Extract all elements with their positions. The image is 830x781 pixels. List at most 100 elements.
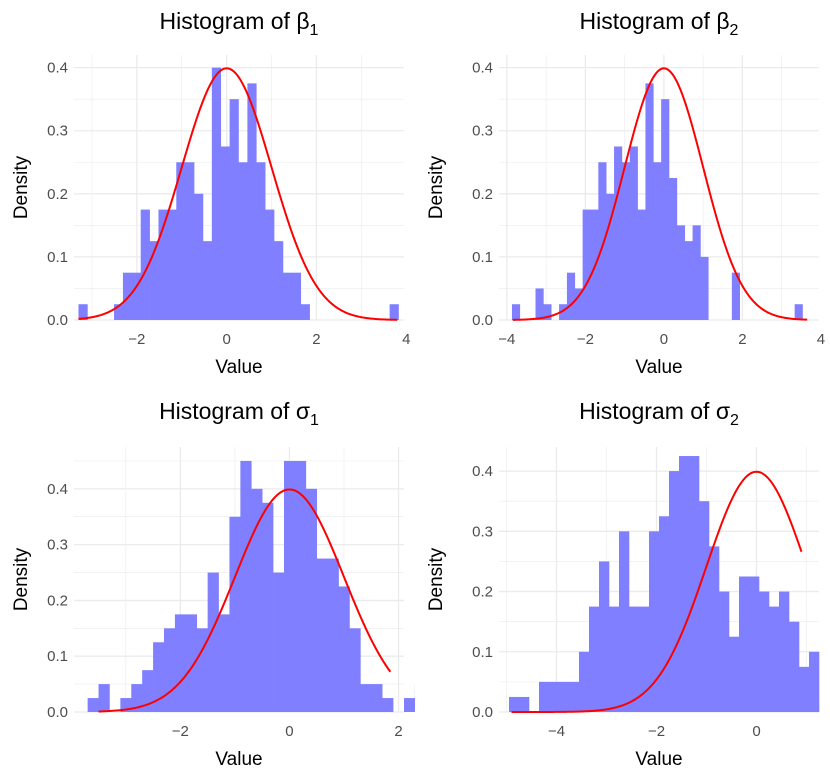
x-tick-label: 0: [285, 723, 293, 740]
x-tick-label: 0: [222, 331, 230, 348]
histogram-bar: [684, 241, 693, 320]
histogram-bar: [305, 488, 318, 712]
histogram-bar: [794, 304, 803, 320]
histogram-bar: [185, 614, 198, 712]
y-tick-label: 0.4: [472, 463, 493, 480]
x-tick-label: 2: [312, 331, 320, 348]
chart-title-text: Histogram of: [159, 398, 296, 424]
histogram-bar: [142, 670, 154, 712]
histogram-bar: [606, 193, 615, 320]
histogram-bar: [140, 209, 150, 320]
histogram-bar: [207, 572, 219, 712]
histogram-bar: [789, 621, 800, 712]
histogram-bar: [262, 502, 274, 712]
histogram-bar: [294, 460, 307, 712]
histogram-bar: [731, 272, 740, 320]
histogram-bar: [153, 642, 165, 712]
histogram-bar: [779, 591, 790, 712]
y-axis-title: Density: [11, 547, 32, 611]
chart-title-symbol: β: [716, 8, 729, 34]
y-tick-label: 0.0: [472, 704, 493, 721]
y-tick-label: 0.1: [472, 644, 493, 661]
histogram-bar: [202, 241, 213, 320]
histogram-bar: [699, 501, 710, 712]
histogram-bar: [569, 681, 580, 712]
histogram-bar: [598, 162, 607, 320]
histogram-bar: [114, 304, 124, 320]
histogram-bar: [579, 651, 590, 712]
histogram-bar: [251, 488, 263, 712]
histogram-bar: [338, 586, 350, 712]
histogram-bar: [511, 304, 521, 320]
x-tick-label: −4: [548, 723, 565, 740]
histogram-bar: [621, 162, 631, 320]
x-tick-label: −2: [577, 331, 594, 348]
y-tick-label: 0.1: [47, 249, 68, 266]
histogram-bar: [679, 456, 690, 712]
normal-density-curve: [98, 488, 392, 713]
histogram-bar: [282, 272, 293, 320]
histogram-bar: [582, 209, 591, 320]
x-axis-title: Value: [635, 357, 682, 378]
normal-density-curve: [78, 67, 398, 321]
histogram-bar: [669, 471, 680, 712]
histogram-bar: [404, 698, 415, 712]
y-tick-label: 0.1: [472, 249, 493, 266]
histogram-bar: [131, 272, 142, 320]
histogram-bar: [316, 558, 328, 712]
histogram-bar: [629, 606, 640, 712]
y-tick-label: 0.4: [47, 60, 68, 77]
histogram-bar: [639, 606, 650, 712]
histogram-bar: [327, 558, 339, 712]
histogram-bar: [614, 146, 623, 320]
chart-title: Histogram of β2: [580, 8, 739, 39]
histogram-bar: [599, 561, 610, 712]
y-tick-label: 0.3: [47, 537, 68, 554]
y-tick-label: 0.1: [47, 648, 68, 665]
histogram-bar: [509, 696, 520, 712]
y-tick-label: 0.0: [472, 312, 493, 329]
chart-title-text: Histogram of: [160, 8, 297, 34]
histogram-bar: [719, 591, 730, 712]
histogram-bar: [174, 614, 187, 712]
histogram-bar: [360, 684, 372, 712]
y-tick-label: 0.2: [47, 592, 68, 609]
y-tick-label: 0.3: [472, 523, 493, 540]
x-tick-label: 0: [660, 331, 668, 348]
histogram-bar: [799, 666, 810, 712]
histogram-bar: [247, 83, 257, 321]
histogram-bar: [566, 272, 576, 320]
x-tick-label: −2: [172, 723, 189, 740]
histogram-bar: [661, 99, 670, 321]
histogram-bar: [700, 256, 709, 320]
histogram-bar: [559, 681, 570, 712]
histogram-bar: [164, 628, 176, 712]
y-tick-label: 0.4: [472, 60, 493, 77]
histogram-bar: [629, 146, 638, 320]
chart-title-symbol: σ: [716, 398, 730, 424]
histogram-bar: [158, 209, 168, 320]
x-tick-label: 4: [817, 331, 825, 348]
x-tick-label: −2: [128, 331, 145, 348]
y-tick-label: 0.2: [472, 186, 493, 203]
histogram-bar: [300, 304, 310, 320]
histogram-bar: [669, 178, 678, 320]
histogram-bar: [689, 456, 700, 712]
chart-title-text: Histogram of: [580, 8, 717, 34]
histogram-bar: [709, 546, 720, 712]
histogram-bar: [196, 628, 208, 712]
histogram-bar: [265, 209, 275, 320]
histogram-bar: [539, 681, 550, 712]
histogram-bars: [78, 67, 399, 321]
histogram-bar: [549, 681, 560, 712]
histogram-bars: [511, 83, 803, 321]
histogram-bar: [176, 162, 186, 320]
histogram-bar: [229, 516, 241, 712]
histogram-bar: [120, 698, 132, 712]
histogram-bar: [98, 684, 110, 712]
x-tick-label: 2: [738, 331, 746, 348]
chart-title: Histogram of β1: [160, 8, 319, 39]
x-axis-title: Value: [215, 749, 262, 770]
chart-title-subscript: 1: [310, 412, 319, 429]
chart-title-subscript: 1: [310, 22, 319, 39]
